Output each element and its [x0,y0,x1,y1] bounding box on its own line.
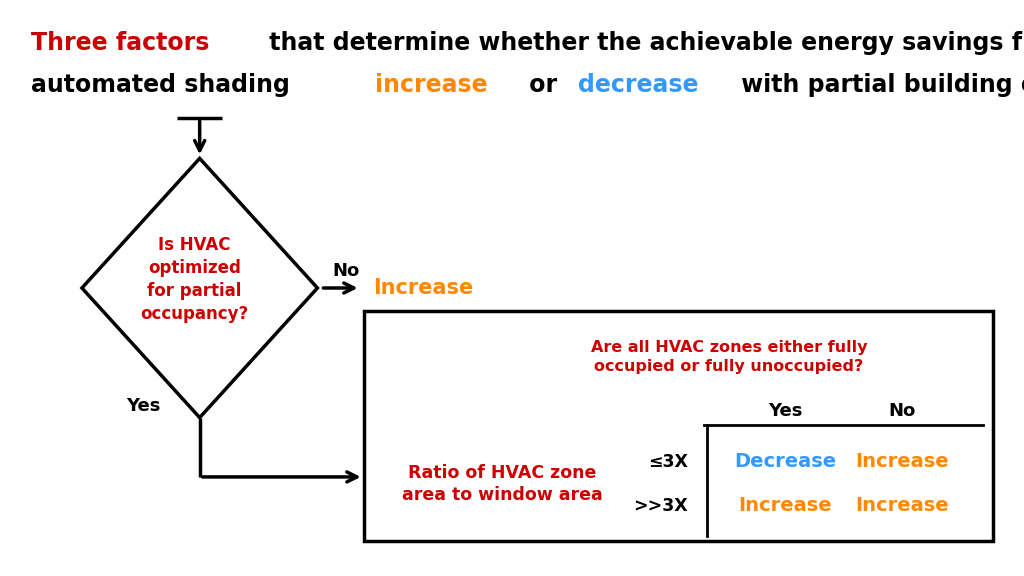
Text: Are all HVAC zones either fully
occupied or fully unoccupied?: Are all HVAC zones either fully occupied… [591,340,867,374]
Text: Yes: Yes [768,402,803,420]
Text: Increase: Increase [855,453,949,471]
Text: with partial building occupancy:: with partial building occupancy: [733,73,1024,97]
Text: No: No [889,402,915,420]
Text: decrease: decrease [578,73,698,97]
Text: or: or [521,73,565,97]
Bar [364,311,993,541]
Text: ≤3X: ≤3X [648,453,688,471]
Text: that determine whether the achievable energy savings from: that determine whether the achievable en… [261,31,1024,55]
Text: Ratio of HVAC zone
area to window area: Ratio of HVAC zone area to window area [401,464,602,504]
Text: Increase: Increase [373,278,473,298]
Text: >>3X: >>3X [633,497,688,515]
Text: Increase: Increase [855,497,949,515]
Text: Yes: Yes [126,397,161,415]
Text: increase: increase [376,73,488,97]
Text: Increase: Increase [738,497,833,515]
Text: automated shading: automated shading [31,73,298,97]
Text: Is HVAC
optimized
for partial
occupancy?: Is HVAC optimized for partial occupancy? [140,236,249,323]
Text: Three factors: Three factors [31,31,209,55]
Text: Decrease: Decrease [734,453,837,471]
Text: No: No [333,262,360,280]
